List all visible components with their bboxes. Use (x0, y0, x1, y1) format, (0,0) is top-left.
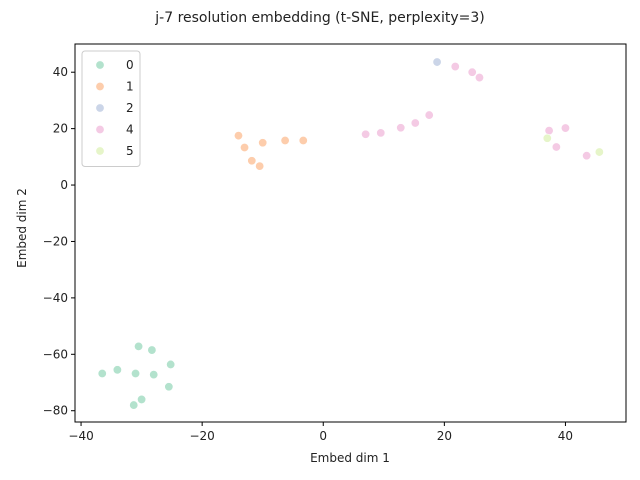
scatter-point-class-0 (149, 370, 159, 380)
scatter-point-class-2 (432, 57, 442, 67)
legend-marker-class-4 (95, 125, 105, 135)
scatter-point-class-1 (298, 135, 308, 145)
x-tick-label: −40 (68, 429, 93, 443)
legend-marker-class-0 (95, 60, 105, 70)
scatter-point-class-0 (166, 359, 176, 369)
scatter-point-class-0 (112, 365, 122, 375)
y-tick-label: −40 (43, 291, 68, 305)
legend-label-class-1: 1 (126, 80, 134, 94)
scatter-point-class-4 (450, 62, 460, 72)
x-axis-ticks: −40 −20 0 20 40 (68, 422, 573, 443)
y-tick-label: −80 (43, 404, 68, 418)
scatter-point-class-1 (240, 143, 250, 153)
legend-marker-class-1 (95, 82, 105, 92)
scatter-point-class-4 (467, 67, 477, 77)
legend-label-class-5: 5 (126, 144, 134, 158)
scatter-point-class-5 (542, 133, 552, 143)
scatter-point-class-4 (474, 73, 484, 83)
y-axis-label: Embed dim 2 (15, 188, 29, 268)
scatter-point-class-4 (551, 142, 561, 152)
scatter-point-class-1 (233, 131, 243, 141)
y-axis-ticks: −80 −60 −40 −20 0 20 40 (43, 65, 75, 418)
legend: 0 1 2 4 5 (81, 50, 141, 167)
scatter-point-class-0 (97, 368, 107, 378)
plot-frame (74, 43, 627, 423)
scatter-point-class-4 (424, 110, 434, 120)
y-tick-label: −20 (43, 234, 68, 248)
scatter-point-class-1 (280, 135, 290, 145)
scatter-point-class-1 (247, 156, 257, 166)
scatter-point-class-4 (560, 123, 570, 133)
scatter-point-class-4 (361, 129, 371, 139)
scatter-point-class-5 (594, 147, 604, 157)
scatter-point-class-0 (131, 368, 141, 378)
y-tick-label: −60 (43, 347, 68, 361)
y-tick-label: 40 (53, 65, 68, 79)
legend-marker-class-5 (95, 146, 105, 156)
x-tick-label: 40 (558, 429, 573, 443)
scatter-point-class-0 (129, 400, 139, 410)
legend-marker-class-2 (95, 103, 105, 113)
legend-box (81, 50, 141, 167)
legend-label-class-0: 0 (126, 58, 134, 72)
scatter-point-class-0 (164, 382, 174, 392)
scatter-point-class-4 (544, 126, 554, 136)
legend-label-class-4: 4 (126, 123, 134, 137)
scatter-point-class-4 (582, 151, 592, 161)
points-layer (97, 57, 604, 410)
scatter-point-class-4 (410, 118, 420, 128)
x-tick-label: 20 (437, 429, 452, 443)
scatter-point-class-4 (376, 128, 386, 138)
y-tick-label: 0 (60, 178, 68, 192)
x-tick-label: −20 (189, 429, 214, 443)
scatter-point-class-1 (258, 138, 268, 148)
legend-label-class-2: 2 (126, 101, 134, 115)
scatter-point-class-0 (134, 341, 144, 351)
chart-title: j-7 resolution embedding (t-SNE, perplex… (154, 10, 484, 26)
scatter-point-class-0 (147, 345, 157, 355)
y-tick-label: 20 (53, 122, 68, 136)
scatter-point-class-1 (255, 161, 265, 171)
x-axis-label: Embed dim 1 (310, 451, 390, 465)
scatter-point-class-0 (137, 394, 147, 404)
scatter-point-class-4 (396, 123, 406, 133)
x-tick-label: 0 (319, 429, 327, 443)
